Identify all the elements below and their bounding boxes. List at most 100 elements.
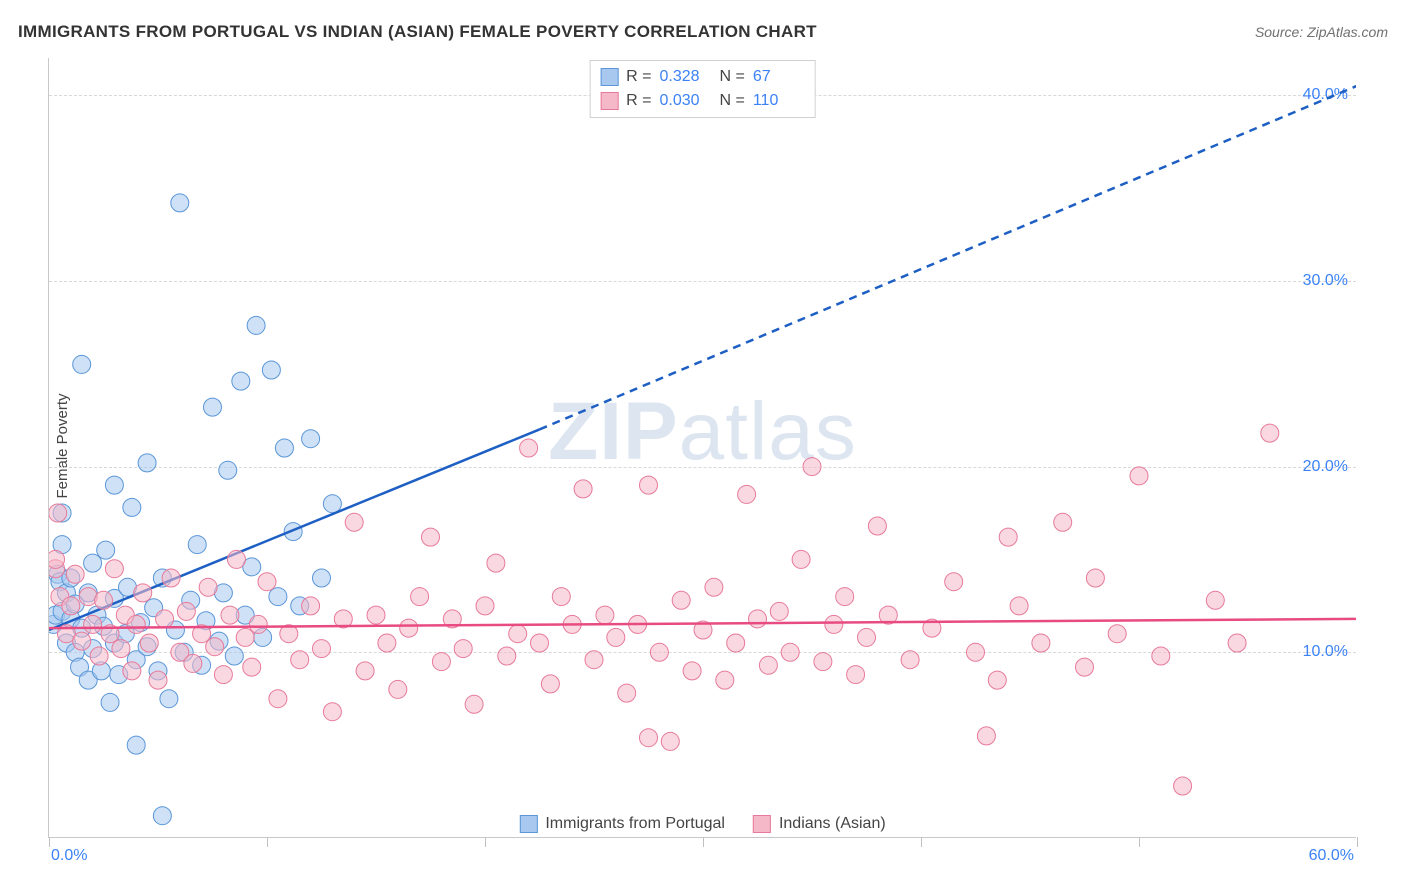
scatter-point	[127, 615, 145, 633]
scatter-point	[640, 729, 658, 747]
legend-label-series2: Indians (Asian)	[779, 815, 886, 833]
scatter-point	[738, 485, 756, 503]
scatter-point	[184, 654, 202, 672]
scatter-point	[313, 569, 331, 587]
scatter-point	[112, 640, 130, 658]
scatter-point	[219, 461, 237, 479]
swatch-series1	[519, 815, 537, 833]
scatter-point	[1130, 467, 1148, 485]
scatter-point	[454, 640, 472, 658]
scatter-point	[73, 632, 91, 650]
scatter-point	[977, 727, 995, 745]
scatter-point	[552, 588, 570, 606]
scatter-point	[868, 517, 886, 535]
scatter-point	[206, 638, 224, 656]
scatter-point	[275, 439, 293, 457]
legend-item-series1: Immigrants from Portugal	[519, 815, 725, 833]
scatter-point	[716, 671, 734, 689]
scatter-point	[847, 666, 865, 684]
scatter-point	[49, 550, 65, 568]
scatter-point	[105, 560, 123, 578]
scatter-point	[1206, 591, 1224, 609]
scatter-point	[97, 541, 115, 559]
x-tick	[49, 837, 50, 847]
scatter-point	[1261, 424, 1279, 442]
scatter-point	[476, 597, 494, 615]
scatter-point	[101, 693, 119, 711]
scatter-point	[640, 476, 658, 494]
scatter-point	[781, 643, 799, 661]
scatter-point	[650, 643, 668, 661]
n-value-series1: 67	[753, 65, 805, 89]
x-tick	[703, 837, 704, 847]
scatter-point	[487, 554, 505, 572]
scatter-point	[84, 615, 102, 633]
scatter-point	[291, 651, 309, 669]
scatter-point	[1032, 634, 1050, 652]
scatter-point	[262, 361, 280, 379]
scatter-point	[901, 651, 919, 669]
legend-item-series2: Indians (Asian)	[753, 815, 886, 833]
plot-area: ZIPatlas R = 0.328 N = 67 R = 0.030 N = …	[48, 58, 1356, 838]
scatter-point	[432, 653, 450, 671]
scatter-point	[214, 666, 232, 684]
swatch-series2	[600, 92, 618, 110]
scatter-point	[156, 610, 174, 628]
scatter-point	[199, 578, 217, 596]
scatter-point	[356, 662, 374, 680]
scatter-point	[520, 439, 538, 457]
correlation-row-series1: R = 0.328 N = 67	[600, 65, 805, 89]
scatter-point	[661, 732, 679, 750]
scatter-point	[95, 591, 113, 609]
source-attribution: Source: ZipAtlas.com	[1255, 24, 1388, 40]
bottom-legend: Immigrants from Portugal Indians (Asian)	[519, 815, 885, 833]
scatter-point	[541, 675, 559, 693]
scatter-point	[127, 736, 145, 754]
scatter-point	[705, 578, 723, 596]
scatter-point	[1108, 625, 1126, 643]
scatter-point	[171, 194, 189, 212]
scatter-point	[367, 606, 385, 624]
scatter-point	[302, 597, 320, 615]
n-label: N =	[720, 89, 745, 113]
scatter-point	[389, 680, 407, 698]
scatter-point	[1054, 513, 1072, 531]
scatter-point	[574, 480, 592, 498]
scatter-point	[247, 316, 265, 334]
scatter-point	[153, 807, 171, 825]
scatter-point	[967, 643, 985, 661]
scatter-point	[140, 634, 158, 652]
scatter-point	[123, 662, 141, 680]
scatter-point	[162, 569, 180, 587]
scatter-point	[683, 662, 701, 680]
scatter-point	[411, 588, 429, 606]
correlation-row-series2: R = 0.030 N = 110	[600, 89, 805, 113]
scatter-point	[204, 398, 222, 416]
scatter-point	[1174, 777, 1192, 795]
scatter-point	[422, 528, 440, 546]
scatter-point	[770, 602, 788, 620]
scatter-point	[225, 647, 243, 665]
scatter-point	[378, 634, 396, 652]
x-tick	[921, 837, 922, 847]
scatter-point	[988, 671, 1006, 689]
x-tick	[485, 837, 486, 847]
scatter-point	[792, 550, 810, 568]
scatter-point	[160, 690, 178, 708]
scatter-point	[221, 606, 239, 624]
swatch-series2	[753, 815, 771, 833]
scatter-point	[945, 573, 963, 591]
x-tick	[1357, 837, 1358, 847]
x-tick-label: 60.0%	[1309, 847, 1354, 865]
swatch-series1	[600, 68, 618, 86]
scatter-point	[84, 554, 102, 572]
scatter-point	[1086, 569, 1104, 587]
r-value-series1: 0.328	[660, 65, 712, 89]
scatter-point	[258, 573, 276, 591]
scatter-point	[138, 454, 156, 472]
scatter-point	[999, 528, 1017, 546]
x-tick-label: 0.0%	[51, 847, 87, 865]
n-label: N =	[720, 65, 745, 89]
x-tick	[267, 837, 268, 847]
scatter-point	[509, 625, 527, 643]
